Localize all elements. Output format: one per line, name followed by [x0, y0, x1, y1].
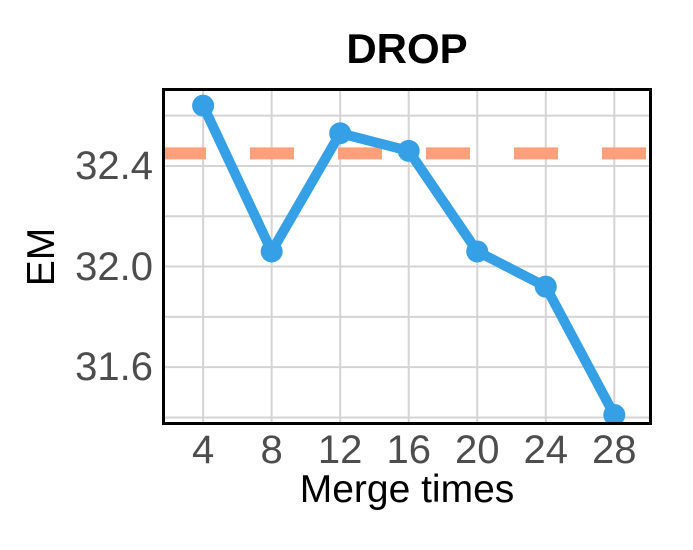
data-point — [329, 122, 352, 145]
x-tick-label: 8 — [260, 428, 283, 472]
data-point — [466, 240, 489, 263]
panel-border — [162, 88, 652, 425]
x-tick-label: 20 — [454, 428, 500, 472]
y-tick-label: 32.0 — [75, 244, 153, 289]
x-tick-label: 16 — [386, 428, 431, 472]
data-point — [192, 94, 215, 117]
x-tick-label: 12 — [317, 428, 363, 472]
data-point — [397, 139, 420, 162]
x-tick-label: 24 — [523, 428, 569, 472]
x-tick-label: 28 — [592, 428, 637, 472]
data-point — [260, 240, 283, 263]
plot-area — [162, 88, 652, 425]
y-tick-label: 31.6 — [75, 345, 153, 390]
x-tick-label: 4 — [191, 428, 215, 472]
y-tick-label: 32.4 — [75, 143, 153, 188]
chart-title: DROP — [346, 25, 468, 72]
plot-panel — [162, 88, 652, 425]
data-point — [603, 403, 626, 425]
x-axis-label: Merge times — [299, 468, 515, 511]
data-point — [534, 275, 557, 298]
